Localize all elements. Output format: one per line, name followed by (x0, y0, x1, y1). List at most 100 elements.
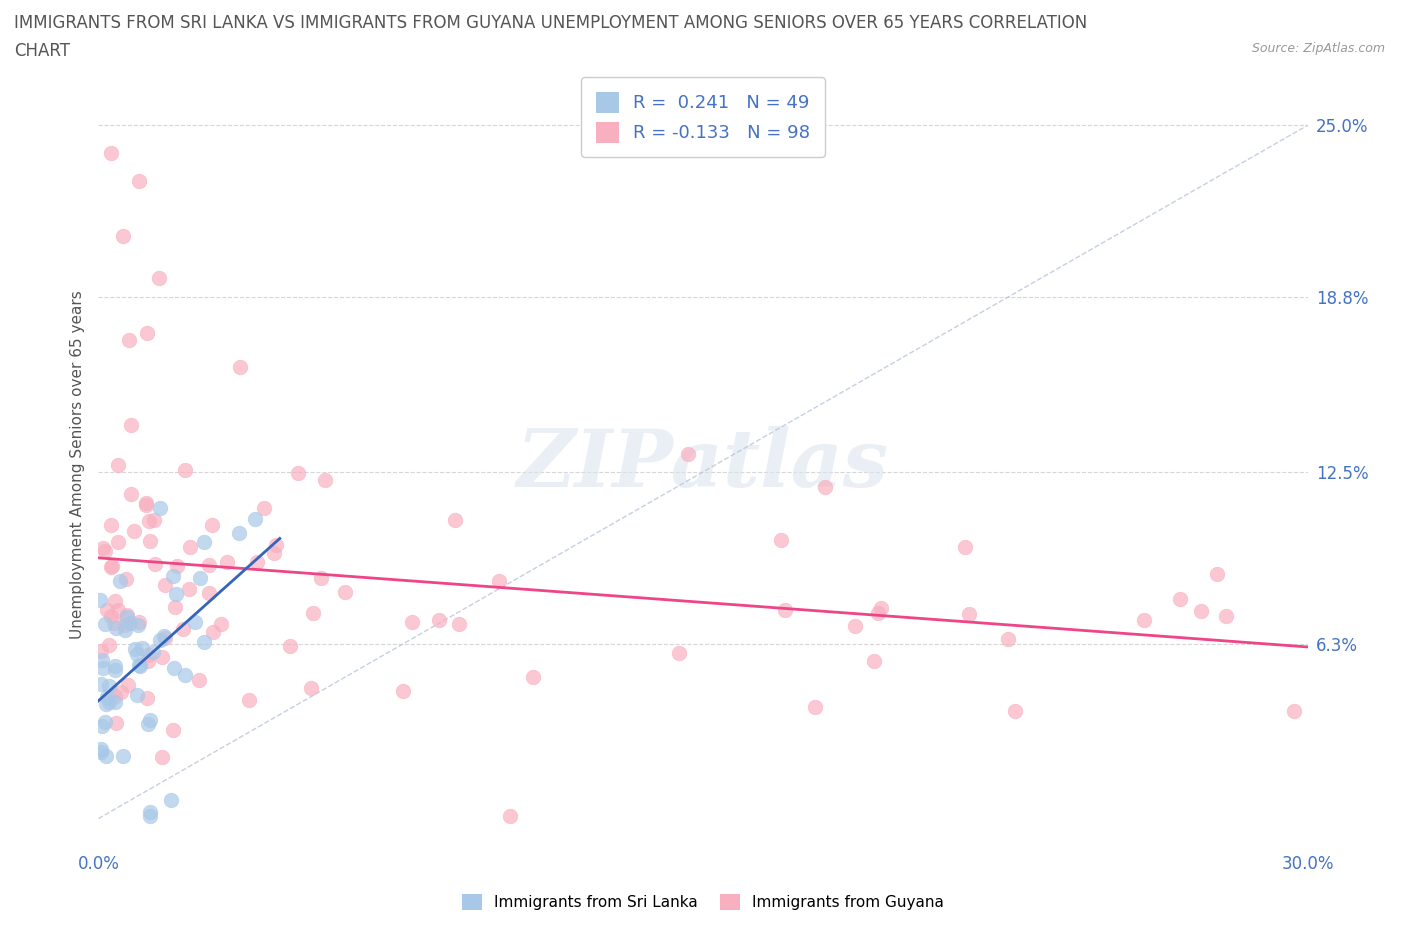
Point (94, 543, 117, 558)
Point (668, 645, 690, 660)
Point (135, 498, 157, 512)
Point (103, 658, 125, 673)
Point (97, 695, 120, 710)
Point (122, 524, 145, 538)
Point (90, 741, 112, 756)
Point (299, 681, 322, 696)
Point (333, 585, 356, 600)
Point (114, 572, 136, 587)
Point (111, 229, 134, 244)
Point (127, 687, 149, 702)
Point (153, 631, 176, 645)
Point (1282, 703, 1305, 718)
Point (128, 615, 150, 630)
Point (120, 616, 142, 631)
Point (115, 610, 138, 625)
Point (136, 647, 159, 662)
Point (104, 593, 127, 608)
Point (953, 539, 976, 554)
Point (96, 697, 118, 711)
Point (138, 513, 160, 528)
Point (427, 612, 450, 627)
Point (498, 808, 520, 823)
Point (869, 601, 891, 616)
Point (804, 699, 827, 714)
Point (108, 574, 131, 589)
Point (136, 717, 159, 732)
Point (162, 722, 184, 737)
Point (1215, 608, 1237, 623)
Point (104, 662, 127, 677)
Text: ZIPatlas: ZIPatlas (517, 426, 889, 504)
Point (125, 646, 148, 661)
Point (1004, 703, 1026, 718)
Point (188, 673, 211, 688)
Point (120, 418, 142, 432)
Point (107, 535, 129, 550)
Point (90, 676, 112, 691)
Point (142, 644, 165, 659)
Point (128, 658, 150, 673)
Point (114, 623, 136, 638)
Point (160, 793, 183, 808)
Point (114, 618, 136, 632)
Point (96, 603, 118, 618)
Point (135, 691, 157, 706)
Point (143, 512, 166, 527)
Point (104, 715, 127, 730)
Point (676, 446, 699, 461)
Point (118, 333, 141, 348)
Point (443, 512, 465, 527)
Point (201, 517, 224, 532)
Point (287, 466, 309, 481)
Point (193, 635, 215, 650)
Point (179, 539, 201, 554)
Point (104, 621, 127, 636)
Point (252, 500, 274, 515)
Point (447, 617, 470, 631)
Text: CHART: CHART (14, 42, 70, 60)
Point (103, 616, 125, 631)
Point (90, 652, 112, 667)
Point (91, 661, 114, 676)
Legend: R =  0.241   N = 49, R = -0.133   N = 98: R = 0.241 N = 49, R = -0.133 N = 98 (581, 77, 825, 157)
Point (314, 473, 336, 488)
Point (1168, 591, 1191, 606)
Point (193, 535, 215, 550)
Point (844, 618, 866, 633)
Point (107, 603, 129, 618)
Point (94, 749, 117, 764)
Point (165, 587, 187, 602)
Point (91, 540, 114, 555)
Point (198, 558, 221, 573)
Point (280, 639, 302, 654)
Point (136, 654, 159, 669)
Point (149, 632, 172, 647)
Point (107, 458, 129, 472)
Point (769, 533, 792, 548)
Point (862, 654, 884, 669)
Point (135, 326, 157, 340)
Point (814, 480, 837, 495)
Point (150, 750, 173, 764)
Point (229, 360, 252, 375)
Point (100, 146, 122, 161)
Point (775, 603, 797, 618)
Point (104, 689, 127, 704)
Point (128, 658, 150, 672)
Point (166, 558, 188, 573)
Point (957, 606, 980, 621)
Point (309, 570, 332, 585)
Point (177, 581, 200, 596)
Point (162, 569, 184, 584)
Point (215, 554, 238, 569)
Point (238, 693, 260, 708)
Point (997, 631, 1019, 646)
Point (243, 512, 266, 526)
Point (94, 715, 117, 730)
Point (89, 592, 111, 607)
Point (90, 719, 112, 734)
Point (111, 749, 134, 764)
Point (209, 617, 232, 631)
Point (153, 629, 176, 644)
